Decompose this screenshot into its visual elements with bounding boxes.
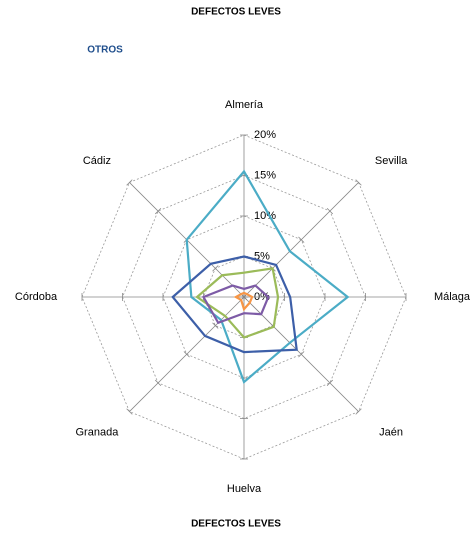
series-line bbox=[185, 169, 350, 384]
chart-title: DEFECTOS LEVES bbox=[191, 7, 281, 18]
spoke bbox=[243, 296, 359, 412]
grid-ring bbox=[81, 134, 407, 460]
category-label: Huelva bbox=[227, 483, 262, 495]
series-line bbox=[195, 267, 280, 339]
grid-ring bbox=[203, 256, 285, 338]
series-line bbox=[233, 291, 254, 312]
y-tick-label: 20% bbox=[254, 129, 276, 141]
spoke bbox=[243, 182, 359, 298]
category-label: Cádiz bbox=[83, 155, 111, 167]
category-label: Málaga bbox=[434, 291, 471, 303]
chart-subtitle: OTROS bbox=[87, 45, 123, 56]
category-label: Sevilla bbox=[375, 155, 408, 167]
category-label: Jaén bbox=[379, 427, 403, 439]
category-label: Almería bbox=[225, 99, 264, 111]
grid-ring bbox=[162, 215, 326, 379]
y-tick-label: 15% bbox=[254, 169, 276, 181]
series-line bbox=[201, 284, 270, 325]
category-label: Córdoba bbox=[15, 291, 58, 303]
category-label: Granada bbox=[76, 427, 120, 439]
series-line bbox=[171, 255, 298, 354]
chart-caption: DEFECTOS LEVES bbox=[191, 519, 281, 530]
